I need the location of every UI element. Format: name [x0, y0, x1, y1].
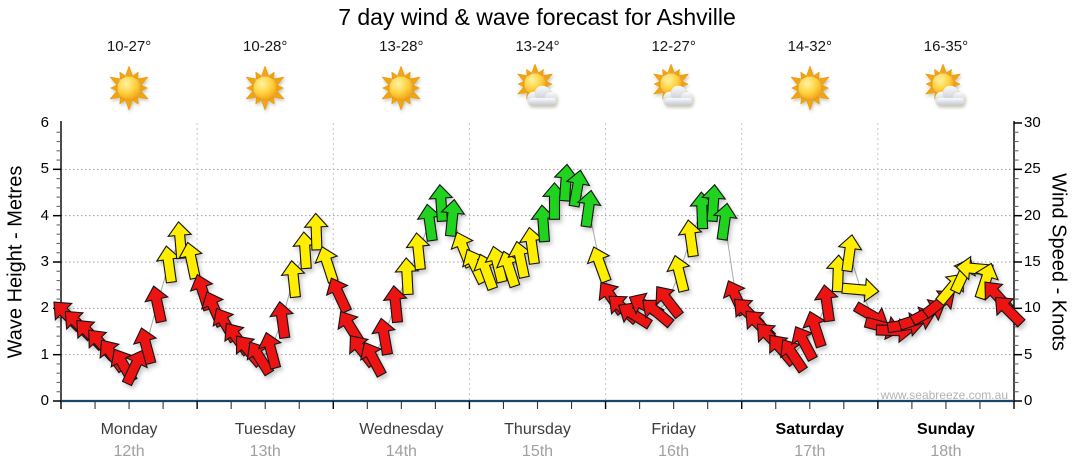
sun-icon	[381, 65, 421, 111]
date-label: 17th	[794, 443, 826, 460]
day-label: Tuesday	[234, 421, 296, 438]
right-axis-tick-label: 25	[1024, 160, 1041, 178]
temp-label: 12-27°	[651, 38, 696, 55]
sun-icon	[245, 65, 285, 111]
temp-label: 14-32°	[787, 38, 832, 55]
cloud-icon	[935, 85, 965, 106]
wind-arrow	[791, 325, 818, 363]
left-axis-tick-label: 0	[40, 392, 49, 409]
weather-icon-sunny	[105, 64, 153, 112]
wind-arrow	[586, 246, 612, 284]
temp-label: 13-28°	[379, 38, 424, 55]
wind-arrow	[780, 339, 809, 374]
wind-arrow	[121, 349, 148, 387]
weather-icon-partly-cloudy	[922, 63, 970, 112]
wind-arrow	[666, 254, 691, 293]
wind-arrow	[371, 317, 397, 356]
left-axis-tick-label: 1	[40, 345, 49, 363]
weather-icon-sunny	[786, 64, 834, 112]
right-axis-tick-label: 5	[1024, 345, 1033, 363]
wind-arrow	[841, 277, 880, 303]
wind-arrow	[994, 296, 1026, 328]
wind-arrow	[280, 259, 306, 299]
cloud-icon	[662, 85, 693, 106]
wind-arrow	[837, 234, 863, 273]
right-axis-tick-label: 20	[1024, 206, 1041, 224]
day-label: Thursday	[504, 421, 571, 438]
wind-arrow	[303, 212, 329, 251]
weather-icon-partly-cloudy	[650, 63, 698, 112]
wind-arrow	[974, 262, 999, 301]
wind-series-line	[66, 181, 1009, 368]
temp-label: 13-24°	[515, 38, 560, 55]
right-axis-tick-label: 0	[1024, 392, 1033, 409]
watermark: www.seabreeze.com.au	[880, 388, 1008, 402]
wind-arrow	[325, 277, 353, 315]
date-label: 12th	[113, 443, 145, 460]
wind-arrow	[382, 284, 408, 324]
wind-arrow	[394, 257, 420, 296]
wind-arrow	[655, 286, 685, 320]
weather-icon-sunny	[377, 64, 425, 112]
left-axis-tick-label: 2	[40, 299, 49, 317]
wind-arrow	[677, 219, 703, 258]
left-axis-tick-label: 3	[40, 253, 49, 270]
right-axis-tick-label: 15	[1024, 253, 1041, 270]
wind-arrow	[405, 232, 431, 271]
wind-arrow	[576, 189, 602, 228]
cloud-icon	[526, 85, 557, 106]
day-label: Saturday	[775, 421, 845, 438]
wind-arrow	[440, 198, 466, 238]
wind-arrow	[712, 202, 738, 241]
weather-icon-sunny	[241, 64, 289, 112]
wind-arrow	[269, 300, 295, 340]
day-label: Wednesday	[359, 421, 444, 438]
date-label: 14th	[385, 443, 417, 460]
sun-icon	[790, 65, 830, 111]
left-axis-tick-label: 6	[40, 114, 49, 131]
wind-arrow	[257, 331, 283, 370]
weather-icon-partly-cloudy	[514, 63, 562, 112]
right-axis-tick-label: 30	[1024, 114, 1041, 131]
day-label: Sunday	[917, 421, 975, 438]
chart-title: 7 day wind & wave forecast for Ashville	[338, 4, 736, 30]
wind-arrow	[144, 285, 169, 324]
date-label: 13th	[249, 443, 281, 460]
wind-arrow	[565, 169, 591, 208]
date-label: 15th	[521, 443, 554, 460]
date-label: 16th	[658, 443, 690, 460]
left-axis-tick-label: 4	[40, 206, 49, 224]
wind-arrow	[359, 341, 387, 378]
temp-label: 10-28°	[243, 38, 288, 55]
wind-arrow	[813, 284, 839, 323]
day-label: Monday	[100, 421, 158, 438]
wind-arrow	[701, 183, 727, 223]
wind-arrow	[178, 241, 203, 280]
sun-icon	[109, 65, 149, 111]
wind-arrow-group	[53, 163, 1026, 387]
left-axis-tick-label: 5	[40, 160, 49, 178]
temp-label: 16-35°	[923, 38, 969, 55]
date-label: 18th	[930, 443, 962, 460]
temp-label: 10-27°	[106, 38, 152, 55]
wind-arrow	[132, 327, 158, 366]
day-label: Friday	[651, 421, 696, 438]
right-axis-tick-label: 10	[1024, 299, 1041, 317]
